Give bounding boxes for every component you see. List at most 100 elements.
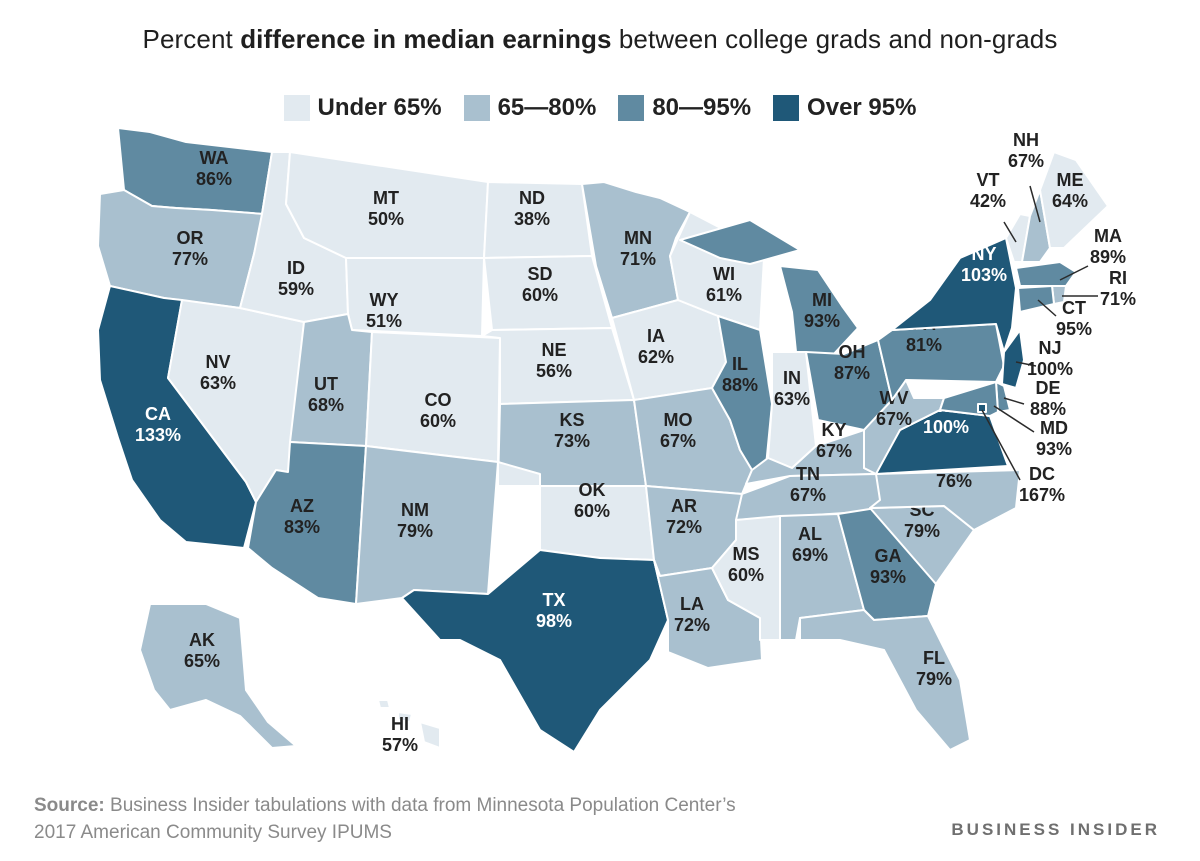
- state-value-label: 61%: [706, 285, 742, 305]
- state-value-label: 67%: [876, 409, 912, 429]
- state-value-label: 38%: [514, 209, 550, 229]
- state-value-label: 73%: [554, 431, 590, 451]
- state-shape-me: [1039, 151, 1109, 249]
- state-abbr-label: NH: [1013, 130, 1039, 150]
- state-value-label: 81%: [906, 335, 942, 355]
- callout-line-ma: [1059, 265, 1089, 281]
- callout-line-de: [1003, 397, 1025, 405]
- state-value-label: 72%: [666, 517, 702, 537]
- state-shape-ct: [1017, 285, 1055, 313]
- state-value-label: 56%: [536, 361, 572, 381]
- state-value-label: 60%: [574, 501, 610, 521]
- state-abbr-label: AK: [189, 630, 215, 650]
- legend: Under 65% 65—80% 80—95% Over 95%: [0, 94, 1200, 122]
- state-value-label: 60%: [728, 565, 764, 585]
- state-value-label: 93%: [1036, 439, 1072, 459]
- state-shape-md: [939, 381, 999, 417]
- legend-item-65-80: 65—80%: [463, 94, 596, 122]
- state-abbr-label: MT: [373, 188, 399, 208]
- state-abbr-label: MD: [1040, 418, 1068, 438]
- state-value-label: 98%: [536, 611, 572, 631]
- state-abbr-label: NY: [971, 244, 996, 264]
- state-value-label: 167%: [1019, 485, 1065, 505]
- state-value-label: 42%: [970, 191, 1006, 211]
- state-value-label: 69%: [792, 545, 828, 565]
- source-line-1: Business Insider tabulations with data f…: [110, 795, 736, 816]
- state-value-label: 93%: [804, 311, 840, 331]
- state-value-label: 67%: [1008, 151, 1044, 171]
- state-value-label: 67%: [816, 441, 852, 461]
- state-value-label: 88%: [722, 375, 758, 395]
- state-value-label: 103%: [961, 265, 1007, 285]
- callout-line-dc: [981, 409, 1021, 481]
- state-value-label: 60%: [420, 411, 456, 431]
- state-value-label: 79%: [916, 669, 952, 689]
- state-shape-mi: [679, 219, 859, 359]
- state-abbr-label: MS: [733, 544, 760, 564]
- state-value-label: 63%: [774, 389, 810, 409]
- legend-item-80-95: 80—95%: [618, 94, 751, 122]
- state-value-label: 95%: [1056, 319, 1092, 339]
- state-shape-nj: [1001, 329, 1025, 389]
- legend-item-under-65: Under 65%: [283, 94, 442, 122]
- state-abbr-label: CA: [145, 404, 171, 424]
- state-shape-mn: [581, 181, 691, 319]
- state-abbr-label: SD: [527, 264, 552, 284]
- state-shape-ny: [891, 237, 1017, 353]
- callout-line-nh: [1029, 185, 1041, 223]
- state-abbr-label: OH: [839, 342, 866, 362]
- state-value-label: 68%: [308, 395, 344, 415]
- legend-label: Over 95%: [807, 94, 917, 121]
- title-prefix: Percent: [142, 24, 233, 54]
- state-abbr-label: NE: [541, 340, 566, 360]
- state-value-label: 93%: [870, 567, 906, 587]
- state-abbr-label: OR: [177, 228, 204, 248]
- state-abbr-label: AZ: [290, 496, 314, 516]
- page-title: Percent difference in median earnings be…: [0, 24, 1200, 55]
- state-shape-ak: [139, 603, 297, 749]
- state-value-label: 57%: [382, 735, 418, 755]
- source-note: Source: Business Insider tabulations wit…: [34, 792, 736, 846]
- state-abbr-label: VT: [976, 170, 999, 190]
- callout-line-ct: [1037, 299, 1057, 317]
- state-abbr-label: CO: [425, 390, 452, 410]
- state-abbr-label: ND: [519, 188, 545, 208]
- title-bold: difference in median earnings: [240, 24, 612, 54]
- state-abbr-label: NJ: [1038, 338, 1061, 358]
- legend-swatch: [283, 95, 310, 121]
- state-value-label: 59%: [278, 279, 314, 299]
- state-value-label: 62%: [638, 347, 674, 367]
- state-abbr-label: GA: [875, 546, 902, 566]
- state-shape-dc: [977, 403, 987, 413]
- state-shape-wy: [345, 257, 485, 337]
- legend-swatch: [618, 95, 645, 121]
- state-abbr-label: WY: [370, 290, 399, 310]
- state-shape-tx: [401, 549, 669, 753]
- state-value-label: 89%: [1090, 247, 1126, 267]
- state-abbr-label: AL: [798, 524, 822, 544]
- brand-logo: BUSINESS INSIDER: [951, 820, 1160, 839]
- source-label: Source:: [34, 795, 105, 816]
